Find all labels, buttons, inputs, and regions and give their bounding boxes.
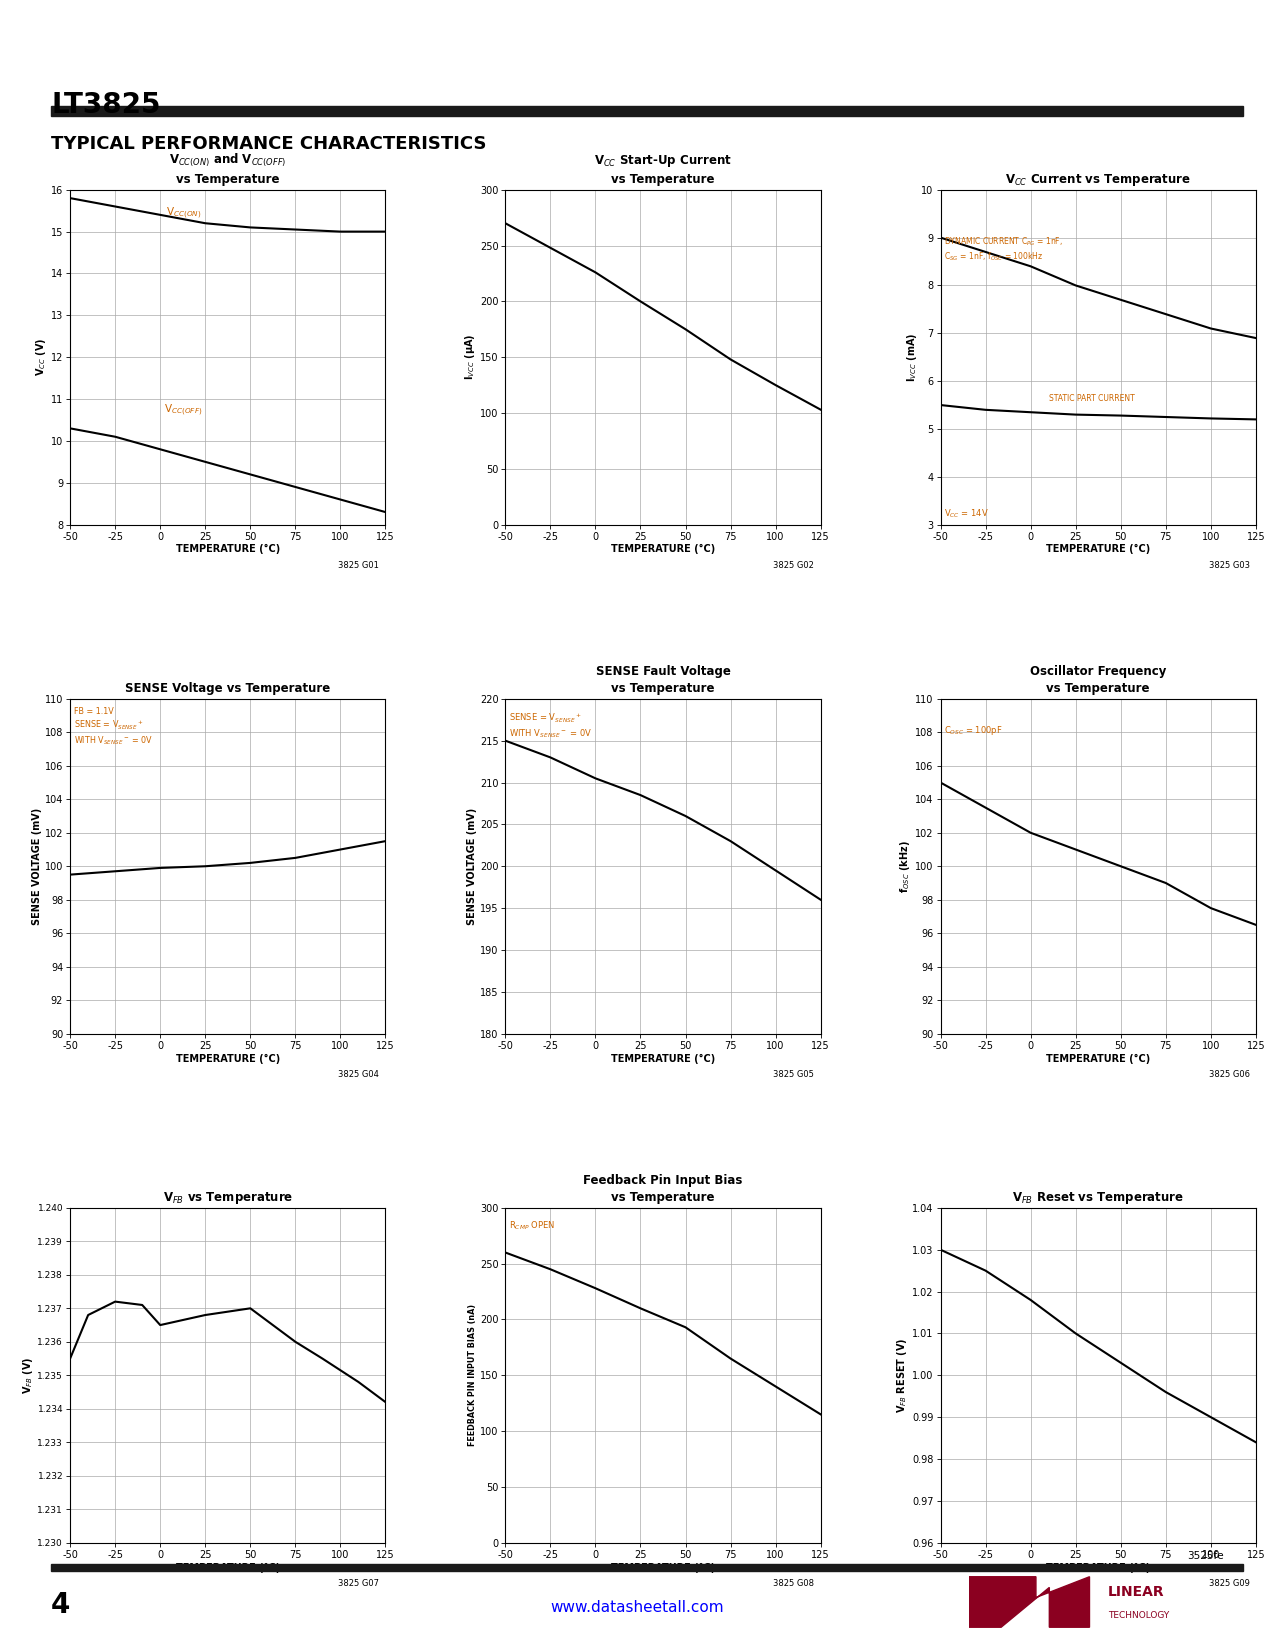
X-axis label: TEMPERATURE (°C): TEMPERATURE (°C) [176, 544, 280, 554]
Title: SENSE Fault Voltage
vs Temperature: SENSE Fault Voltage vs Temperature [595, 665, 731, 695]
Title: V$_{CC(ON)}$ and V$_{CC(OFF)}$
vs Temperature: V$_{CC(ON)}$ and V$_{CC(OFF)}$ vs Temper… [170, 152, 287, 186]
Y-axis label: SENSE VOLTAGE (mV): SENSE VOLTAGE (mV) [32, 807, 42, 926]
Y-axis label: V$_{FB}$ RESET (V): V$_{FB}$ RESET (V) [895, 1338, 909, 1412]
Y-axis label: SENSE VOLTAGE (mV): SENSE VOLTAGE (mV) [467, 807, 477, 926]
X-axis label: TEMPERATURE (°C): TEMPERATURE (°C) [176, 1563, 280, 1572]
Text: V$_{CC(OFF)}$: V$_{CC(OFF)}$ [163, 403, 203, 417]
Text: 3825 G02: 3825 G02 [774, 561, 815, 569]
Text: LINEAR: LINEAR [1108, 1584, 1165, 1599]
Text: C$_{OSC}$ = 100pF: C$_{OSC}$ = 100pF [944, 724, 1002, 738]
Title: Oscillator Frequency
vs Temperature: Oscillator Frequency vs Temperature [1030, 665, 1167, 695]
X-axis label: TEMPERATURE (°C): TEMPERATURE (°C) [611, 1563, 715, 1572]
Text: DYNAMIC CURRENT C$_{PG}$ = 1nF,
C$_{SG}$ = 1nF, f$_{OSC}$ = 100kHz: DYNAMIC CURRENT C$_{PG}$ = 1nF, C$_{SG}$… [944, 236, 1063, 262]
Text: 3825 G06: 3825 G06 [1209, 1069, 1250, 1079]
Text: V$_{CC(ON)}$: V$_{CC(ON)}$ [166, 206, 201, 221]
Y-axis label: I$_{VCC}$ (μA): I$_{VCC}$ (μA) [463, 333, 477, 381]
Title: V$_{CC}$ Start-Up Current
vs Temperature: V$_{CC}$ Start-Up Current vs Temperature [594, 153, 732, 186]
X-axis label: TEMPERATURE (°C): TEMPERATURE (°C) [1046, 544, 1150, 554]
Text: 3825 G07: 3825 G07 [338, 1579, 379, 1587]
Text: LT3825: LT3825 [51, 91, 161, 119]
Title: Feedback Pin Input Bias
vs Temperature: Feedback Pin Input Bias vs Temperature [583, 1175, 742, 1204]
Title: V$_{FB}$ vs Temperature: V$_{FB}$ vs Temperature [163, 1190, 293, 1206]
Text: V$_{CC}$ = 14V: V$_{CC}$ = 14V [944, 507, 989, 520]
Text: STATIC PART CURRENT: STATIC PART CURRENT [1048, 394, 1135, 403]
Title: V$_{FB}$ Reset vs Temperature: V$_{FB}$ Reset vs Temperature [1012, 1190, 1184, 1206]
Text: 3825 G08: 3825 G08 [774, 1579, 815, 1587]
X-axis label: TEMPERATURE (°C): TEMPERATURE (°C) [611, 544, 715, 554]
Text: 3825 G04: 3825 G04 [338, 1069, 379, 1079]
Y-axis label: V$_{CC}$ (V): V$_{CC}$ (V) [34, 338, 48, 376]
X-axis label: TEMPERATURE (°C): TEMPERATURE (°C) [611, 1053, 715, 1064]
Text: 3825 G09: 3825 G09 [1209, 1579, 1250, 1587]
Text: 3825 G05: 3825 G05 [774, 1069, 815, 1079]
Text: TYPICAL PERFORMANCE CHARACTERISTICS: TYPICAL PERFORMANCE CHARACTERISTICS [51, 135, 487, 153]
X-axis label: TEMPERATURE (°C): TEMPERATURE (°C) [176, 1053, 280, 1064]
Title: V$_{CC}$ Current vs Temperature: V$_{CC}$ Current vs Temperature [1005, 172, 1191, 188]
X-axis label: TEMPERATURE (°C): TEMPERATURE (°C) [1046, 1053, 1150, 1064]
Text: 3825 G03: 3825 G03 [1209, 561, 1250, 569]
Text: www.datasheetall.com: www.datasheetall.com [551, 1600, 724, 1615]
Y-axis label: V$_{FB}$ (V): V$_{FB}$ (V) [20, 1356, 34, 1394]
Polygon shape [969, 1577, 1089, 1627]
Y-axis label: f$_{OSC}$ (kHz): f$_{OSC}$ (kHz) [899, 840, 913, 893]
Text: 3525fe: 3525fe [1187, 1551, 1224, 1561]
Text: 4: 4 [51, 1591, 70, 1619]
Y-axis label: I$_{VCC}$ (mA): I$_{VCC}$ (mA) [904, 333, 918, 381]
Title: SENSE Voltage vs Temperature: SENSE Voltage vs Temperature [125, 681, 330, 695]
X-axis label: TEMPERATURE (°C): TEMPERATURE (°C) [1046, 1563, 1150, 1572]
Text: R$_{CMP}$ OPEN: R$_{CMP}$ OPEN [509, 1219, 555, 1231]
Text: FB = 1.1V
SENSE = V$_{SENSE}$$^+$
WITH V$_{SENSE}$$^-$ = 0V: FB = 1.1V SENSE = V$_{SENSE}$$^+$ WITH V… [74, 708, 153, 747]
Y-axis label: FEEDBACK PIN INPUT BIAS (nA): FEEDBACK PIN INPUT BIAS (nA) [468, 1304, 477, 1447]
Text: SENSE = V$_{SENSE}$$^+$
WITH V$_{SENSE}$$^-$ = 0V: SENSE = V$_{SENSE}$$^+$ WITH V$_{SENSE}$… [509, 711, 592, 739]
Text: TECHNOLOGY: TECHNOLOGY [1108, 1610, 1169, 1620]
Text: 3825 G01: 3825 G01 [338, 561, 379, 569]
